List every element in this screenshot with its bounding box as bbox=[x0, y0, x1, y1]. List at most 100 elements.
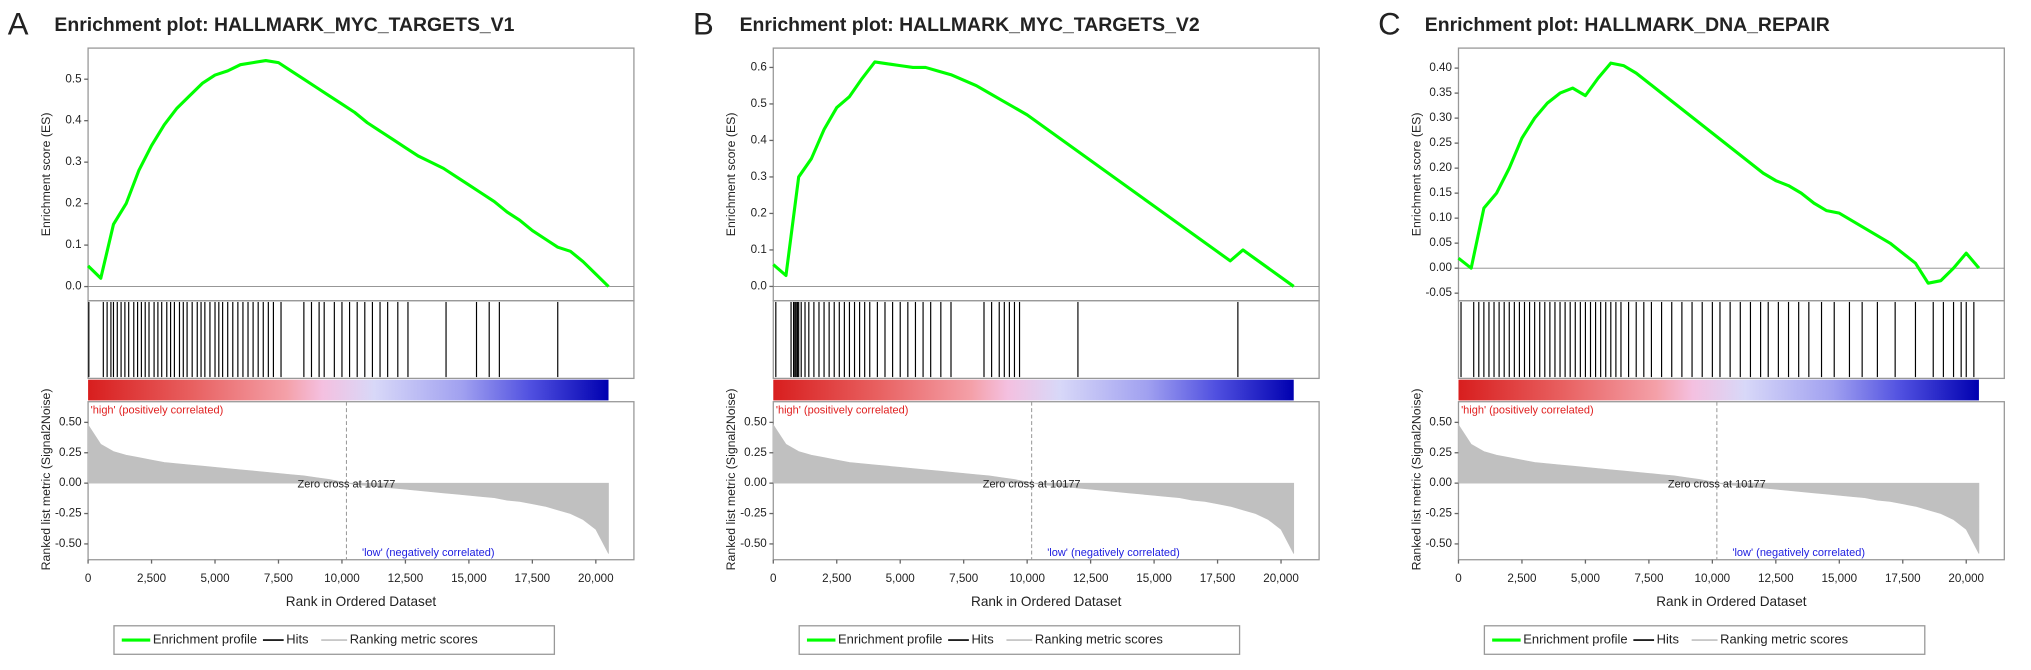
x-tick-label: 2,500 bbox=[137, 572, 167, 585]
x-tick-label: 2,500 bbox=[1507, 572, 1537, 585]
x-tick-label: 17,500 bbox=[515, 572, 551, 585]
rank-heatmap bbox=[773, 379, 1294, 401]
x-tick-label: 10,000 bbox=[1009, 572, 1045, 585]
metric-y-tick-label: -0.25 bbox=[740, 507, 767, 520]
x-tick-label: 20,000 bbox=[578, 572, 614, 585]
y-tick-label: 0.20 bbox=[1429, 161, 1452, 174]
x-tick-label: 10,000 bbox=[324, 572, 360, 585]
x-tick-label: 15,000 bbox=[1136, 572, 1172, 585]
enrichment-line bbox=[86, 58, 610, 288]
enrichment-line bbox=[1457, 61, 1981, 285]
legend-label: Enrichment profile bbox=[838, 631, 942, 646]
metric-y-tick-label: 0.25 bbox=[1429, 446, 1452, 459]
legend-label: Hits bbox=[286, 631, 308, 646]
y-tick-label: 0.1 bbox=[751, 243, 767, 256]
x-tick-label: 12,500 bbox=[1073, 572, 1109, 585]
x-tick-label: 17,500 bbox=[1885, 572, 1921, 585]
x-axis-label: Rank in Ordered Dataset bbox=[971, 594, 1122, 609]
y-tick-label: 0.15 bbox=[1429, 186, 1452, 199]
x-tick-label: 7,500 bbox=[949, 572, 979, 585]
metric-y-tick-label: -0.50 bbox=[740, 537, 767, 550]
y-tick-label: 0.5 bbox=[65, 72, 81, 85]
metric-y-tick-label: 0.50 bbox=[1429, 415, 1452, 428]
metric-y-tick-label: 0.00 bbox=[744, 476, 767, 489]
x-tick-label: 0 bbox=[85, 572, 92, 585]
x-tick-label: 15,000 bbox=[1821, 572, 1857, 585]
x-tick-label: 5,000 bbox=[200, 572, 230, 585]
metric-axis-label: Ranked list metric (Signal2Noise) bbox=[39, 389, 53, 571]
y-tick-label: 0.5 bbox=[751, 97, 767, 110]
metric-y-tick-label: 0.00 bbox=[59, 476, 82, 489]
x-tick-label: 7,500 bbox=[1634, 572, 1664, 585]
zero-cross-label: Zero cross at 10177 bbox=[1668, 478, 1766, 490]
metric-axis-label: Ranked list metric (Signal2Noise) bbox=[1409, 389, 1423, 571]
y-tick-label: 0.2 bbox=[65, 197, 81, 210]
enrichment-line bbox=[772, 60, 1295, 288]
y-tick-label: 0.1 bbox=[65, 238, 81, 251]
legend-label: Ranking metric scores bbox=[1035, 631, 1163, 646]
y-axis-label: Enrichment score (ES) bbox=[39, 113, 53, 237]
y-tick-label: 0.3 bbox=[751, 170, 767, 183]
y-tick-label: 0.3 bbox=[65, 155, 81, 168]
rank-heatmap bbox=[88, 379, 609, 401]
panel-letter: C bbox=[1378, 6, 1400, 41]
y-tick-label: 0.00 bbox=[1429, 261, 1452, 274]
metric-y-tick-label: 0.25 bbox=[59, 446, 82, 459]
metric-y-tick-label: -0.25 bbox=[1425, 507, 1452, 520]
y-tick-label: 0.4 bbox=[751, 134, 768, 147]
y-tick-label: 0.2 bbox=[751, 207, 767, 220]
y-tick-label: 0.25 bbox=[1429, 136, 1452, 149]
metric-axis-label: Ranked list metric (Signal2Noise) bbox=[724, 389, 738, 571]
metric-area bbox=[1458, 423, 1980, 554]
hits-frame bbox=[772, 300, 1320, 380]
x-tick-label: 15,000 bbox=[451, 572, 487, 585]
x-tick-label: 20,000 bbox=[1948, 572, 1984, 585]
chart-title: Enrichment plot: HALLMARK_MYC_TARGETS_V2 bbox=[740, 14, 1200, 36]
legend-label: Enrichment profile bbox=[1523, 631, 1627, 646]
x-tick-label: 0 bbox=[1455, 572, 1462, 585]
metric-y-tick-label: 0.50 bbox=[59, 415, 82, 428]
metric-y-tick-label: -0.50 bbox=[1425, 537, 1452, 550]
low-label: 'low' (negatively correlated) bbox=[362, 547, 495, 559]
y-axis-label: Enrichment score (ES) bbox=[1409, 113, 1423, 237]
metric-y-tick-label: -0.50 bbox=[55, 537, 82, 550]
x-tick-label: 0 bbox=[770, 572, 777, 585]
y-tick-label: 0.6 bbox=[751, 61, 767, 74]
x-axis-label: Rank in Ordered Dataset bbox=[286, 594, 437, 609]
metric-y-tick-label: 0.25 bbox=[744, 446, 767, 459]
y-tick-label: 0.0 bbox=[751, 280, 768, 293]
hits-frame bbox=[87, 300, 635, 380]
zero-cross-label: Zero cross at 10177 bbox=[983, 478, 1081, 490]
rank-heatmap bbox=[1458, 379, 1979, 401]
x-tick-label: 7,500 bbox=[264, 572, 294, 585]
metric-y-tick-label: 0.00 bbox=[1429, 476, 1452, 489]
metric-area bbox=[87, 423, 609, 554]
y-tick-label: 0.30 bbox=[1429, 111, 1452, 124]
x-tick-label: 12,500 bbox=[1758, 572, 1794, 585]
chart-title: Enrichment plot: HALLMARK_DNA_REPAIR bbox=[1425, 14, 1830, 36]
x-tick-label: 12,500 bbox=[388, 572, 424, 585]
high-label: 'high' (positively correlated) bbox=[91, 405, 224, 417]
x-tick-label: 5,000 bbox=[886, 572, 916, 585]
y-tick-label: 0.40 bbox=[1429, 61, 1452, 74]
y-tick-label: 0.10 bbox=[1429, 211, 1452, 224]
legend-label: Hits bbox=[1657, 631, 1679, 646]
x-tick-label: 5,000 bbox=[1571, 572, 1601, 585]
x-axis-label: Rank in Ordered Dataset bbox=[1656, 594, 1807, 609]
legend-label: Ranking metric scores bbox=[350, 631, 478, 646]
x-tick-label: 17,500 bbox=[1200, 572, 1236, 585]
legend-label: Enrichment profile bbox=[153, 631, 257, 646]
y-tick-label: 0.05 bbox=[1429, 236, 1452, 249]
chart-title: Enrichment plot: HALLMARK_MYC_TARGETS_V1 bbox=[54, 14, 514, 36]
zero-cross-label: Zero cross at 10177 bbox=[298, 478, 396, 490]
y-tick-label: 0.4 bbox=[65, 114, 82, 127]
x-tick-label: 2,500 bbox=[822, 572, 852, 585]
metric-y-tick-label: 0.50 bbox=[744, 415, 767, 428]
y-tick-label: -0.05 bbox=[1425, 286, 1452, 299]
y-axis-label: Enrichment score (ES) bbox=[724, 113, 738, 237]
low-label: 'low' (negatively correlated) bbox=[1047, 547, 1180, 559]
high-label: 'high' (positively correlated) bbox=[1461, 405, 1594, 417]
low-label: 'low' (negatively correlated) bbox=[1732, 547, 1865, 559]
y-tick-label: 0.35 bbox=[1429, 86, 1452, 99]
legend-label: Ranking metric scores bbox=[1720, 631, 1848, 646]
